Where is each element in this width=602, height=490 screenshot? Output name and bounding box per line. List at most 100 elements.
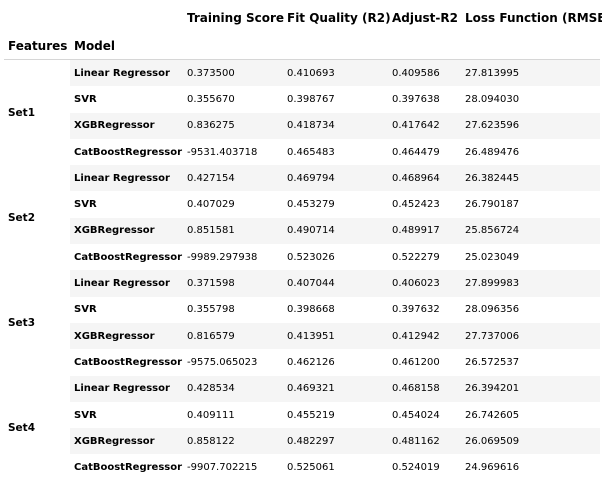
loss-function-cell: 27.737006 — [461, 322, 600, 350]
fit-quality-cell: 0.413951 — [283, 322, 388, 350]
model-name-cell: XGBRegressor — [70, 428, 183, 455]
loss-function-cell: 26.742605 — [461, 401, 600, 429]
training-score-cell: 0.371598 — [183, 270, 283, 297]
feature-set-label: Set2 — [4, 165, 70, 271]
table-row: Set2 Linear Regressor 0.427154 0.469794 0.46… — [4, 165, 600, 271]
table-row: CatBoostRegressor -9989.297938 0.523026 0.5… — [4, 244, 600, 271]
header-empty-cell — [183, 32, 283, 60]
header-row-metrics: Training Score Fit Quality (R2) Adjust-R… — [4, 4, 602, 32]
adjust-r2-cell: 0.524019 — [388, 454, 461, 481]
header-fit-quality: Fit Quality (R2) — [287, 11, 391, 25]
header-features: Features — [4, 32, 70, 60]
table-row: CatBoostRegressor -9575.065023 0.462126 0.4… — [4, 349, 600, 376]
table-row: Set4 Linear Regressor 0.428534 0.469321 0.46… — [4, 375, 600, 481]
training-score-cell: 0.428534 — [183, 375, 283, 402]
feature-set-label: Set3 — [4, 270, 70, 376]
table-row: SVR 0.409111 0.455219 0.454024 26.742605 — [4, 401, 600, 429]
fit-quality-cell: 0.455219 — [283, 401, 388, 429]
adjust-r2-cell: 0.417642 — [388, 112, 461, 139]
model-name-cell: CatBoostRegressor — [70, 349, 183, 376]
fit-quality-cell: 0.453279 — [283, 191, 388, 218]
adjust-r2-cell: 0.464479 — [388, 138, 461, 166]
table-row: SVR 0.355670 0.398767 0.397638 28.094030 — [4, 86, 600, 113]
loss-function-cell: 25.023049 — [461, 244, 600, 271]
results-table: Training Score Fit Quality (R2) Adjust-R… — [4, 4, 602, 481]
loss-function-cell: 27.623596 — [461, 112, 600, 139]
adjust-r2-cell: 0.468158 — [388, 375, 461, 402]
model-name-cell: XGBRegressor — [70, 322, 183, 350]
table-row: CatBoostRegressor -9907.702215 0.525061 0.5… — [4, 454, 600, 481]
adjust-r2-cell: 0.522279 — [388, 244, 461, 271]
table-row: Set3 Linear Regressor 0.371598 0.407044 0.40… — [4, 270, 600, 376]
header-adjust-r2: Adjust-R2 — [392, 11, 458, 25]
training-score-cell: 0.355670 — [183, 86, 283, 113]
header-model: Model — [70, 32, 183, 60]
header-empty-cell — [283, 32, 388, 60]
training-score-cell: 0.858122 — [183, 428, 283, 455]
adjust-r2-cell: 0.409586 — [388, 59, 461, 87]
feature-set-label: Set1 — [4, 59, 70, 166]
model-name-cell: XGBRegressor — [70, 217, 183, 245]
table-row: XGBRegressor 0.816579 0.413951 0.412942 27.7… — [4, 322, 600, 350]
loss-function-cell: 24.969616 — [461, 454, 600, 481]
table-row: XGBRegressor 0.851581 0.490714 0.489917 25.8… — [4, 217, 600, 245]
fit-quality-cell: 0.465483 — [283, 138, 388, 166]
model-name-cell: SVR — [70, 86, 183, 113]
header-row-index: Features Model — [4, 32, 600, 60]
loss-function-cell: 26.069509 — [461, 428, 600, 455]
training-score-cell: -9907.702215 — [183, 454, 283, 481]
training-score-cell: 0.407029 — [183, 191, 283, 218]
table-row: XGBRegressor 0.836275 0.418734 0.417642 27.6… — [4, 112, 600, 139]
adjust-r2-cell: 0.452423 — [388, 191, 461, 218]
model-name-cell: Linear Regressor — [70, 375, 183, 402]
training-score-cell: -9989.297938 — [183, 244, 283, 271]
fit-quality-cell: 0.525061 — [283, 454, 388, 481]
fit-quality-cell: 0.398767 — [283, 86, 388, 113]
adjust-r2-cell: 0.397638 — [388, 86, 461, 113]
fit-quality-cell: 0.469321 — [283, 375, 388, 402]
training-score-cell: 0.851581 — [183, 217, 283, 245]
header-empty-cell — [4, 4, 70, 32]
fit-quality-cell: 0.407044 — [283, 270, 388, 297]
adjust-r2-cell: 0.481162 — [388, 428, 461, 455]
training-score-cell: 0.409111 — [183, 401, 283, 429]
adjust-r2-cell: 0.397632 — [388, 296, 461, 323]
fit-quality-cell: 0.523026 — [283, 244, 388, 271]
table-row: SVR 0.407029 0.453279 0.452423 26.790187 — [4, 191, 600, 218]
training-score-cell: 0.373500 — [183, 59, 283, 87]
table-body: Set1 Linear Regressor 0.373500 0.410693 0.40… — [4, 59, 600, 481]
feature-set-label: Set4 — [4, 375, 70, 481]
loss-function-cell: 26.382445 — [461, 165, 600, 192]
fit-quality-cell: 0.398668 — [283, 296, 388, 323]
adjust-r2-cell: 0.412942 — [388, 322, 461, 350]
model-name-cell: SVR — [70, 401, 183, 429]
model-name-cell: Linear Regressor — [70, 165, 183, 192]
training-score-cell: 0.836275 — [183, 112, 283, 139]
header-empty-cell — [461, 32, 600, 60]
table-row: CatBoostRegressor -9531.403718 0.465483 0.4… — [4, 138, 600, 166]
fit-quality-cell: 0.418734 — [283, 112, 388, 139]
header-loss-function: Loss Function (RMSE) — [465, 11, 602, 25]
adjust-r2-cell: 0.489917 — [388, 217, 461, 245]
table-header: Training Score Fit Quality (R2) Adjust-R… — [4, 4, 602, 60]
model-name-cell: XGBRegressor — [70, 112, 183, 139]
header-empty-cell — [388, 32, 461, 60]
header-training-score: Training Score — [187, 11, 285, 25]
loss-function-cell: 27.899983 — [461, 270, 600, 297]
fit-quality-cell: 0.410693 — [283, 59, 388, 87]
loss-function-cell: 26.790187 — [461, 191, 600, 218]
header-empty-cell — [70, 4, 183, 32]
training-score-cell: 0.427154 — [183, 165, 283, 192]
model-name-cell: SVR — [70, 191, 183, 218]
fit-quality-cell: 0.490714 — [283, 217, 388, 245]
adjust-r2-cell: 0.406023 — [388, 270, 461, 297]
table-row: Set1 Linear Regressor 0.373500 0.410693 0.40… — [4, 59, 600, 166]
fit-quality-cell: 0.469794 — [283, 165, 388, 192]
loss-function-cell: 26.572537 — [461, 349, 600, 376]
loss-function-cell: 28.094030 — [461, 86, 600, 113]
adjust-r2-cell: 0.468964 — [388, 165, 461, 192]
model-name-cell: CatBoostRegressor — [70, 454, 183, 481]
model-name-cell: Linear Regressor — [70, 59, 183, 87]
training-score-cell: 0.355798 — [183, 296, 283, 323]
adjust-r2-cell: 0.454024 — [388, 401, 461, 429]
